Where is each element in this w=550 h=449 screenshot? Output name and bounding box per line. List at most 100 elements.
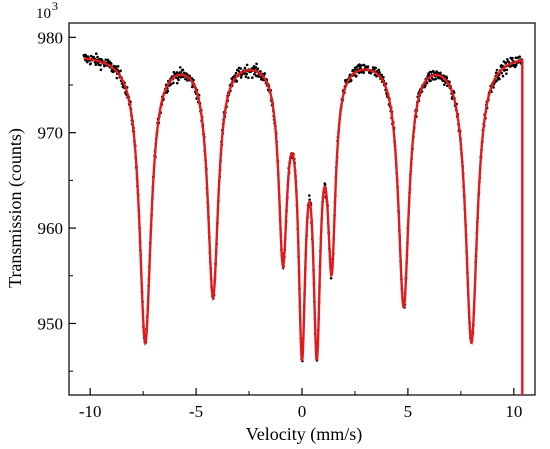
data-point	[178, 66, 182, 69]
data-point	[177, 78, 180, 82]
data-point	[169, 82, 173, 86]
data-point	[119, 69, 122, 73]
data-point	[179, 71, 182, 75]
data-point	[235, 79, 239, 83]
data-point	[427, 73, 431, 77]
data-point	[192, 78, 195, 82]
data-point	[96, 55, 99, 59]
data-point	[179, 76, 183, 79]
data-point	[181, 68, 185, 72]
data-point	[244, 75, 248, 78]
data-point	[429, 79, 432, 83]
data-point	[247, 76, 250, 80]
data-point	[94, 52, 98, 56]
data-point	[371, 66, 375, 69]
data-point	[518, 55, 522, 58]
data-point	[104, 58, 107, 62]
data-point	[85, 60, 89, 64]
data-point	[254, 65, 257, 69]
data-point	[166, 89, 170, 93]
x-tick-label: 10	[505, 402, 522, 421]
data-point	[498, 77, 501, 81]
plot-area	[68, 22, 536, 396]
data-point	[243, 66, 247, 70]
y-multiplier-exponent: 3	[52, 0, 58, 13]
y-tick-label: 950	[38, 314, 64, 333]
data-point	[109, 62, 113, 66]
data-point	[495, 68, 499, 72]
fit-curve	[83, 57, 524, 395]
data-point	[240, 73, 243, 77]
data-point	[245, 72, 248, 76]
data-point	[362, 71, 366, 74]
data-point	[366, 65, 370, 68]
x-axis-title: Velocity (mm/s)	[246, 424, 362, 445]
data-point	[355, 74, 358, 78]
data-point	[494, 71, 498, 75]
data-point	[172, 70, 176, 74]
data-point	[502, 60, 506, 63]
data-point	[442, 83, 446, 87]
data-point	[349, 78, 353, 82]
data-point	[514, 63, 518, 67]
y-multiplier-base: 10	[36, 6, 51, 22]
y-tick-label: 970	[38, 124, 64, 143]
data-point	[256, 67, 260, 71]
data-point	[441, 79, 445, 83]
data-point	[424, 84, 427, 87]
y-tick-label: 980	[38, 28, 64, 47]
data-point	[492, 86, 495, 89]
data-point	[257, 75, 261, 78]
data-point	[354, 68, 357, 71]
data-point	[362, 63, 366, 67]
data-point	[511, 56, 514, 60]
data-point	[359, 64, 363, 67]
data-point	[307, 194, 311, 197]
data-point	[115, 76, 119, 80]
data-point	[505, 68, 509, 72]
data-point	[380, 73, 384, 77]
data-point	[250, 76, 254, 79]
data-point	[504, 61, 508, 64]
data-point	[501, 64, 504, 68]
data-point	[89, 54, 93, 58]
y-axis-title: Transmission (counts)	[5, 128, 26, 288]
data-point	[439, 71, 442, 75]
data-point	[175, 81, 179, 85]
data-point	[253, 72, 256, 76]
data-point	[89, 62, 92, 65]
data-point	[94, 63, 98, 67]
data-point	[382, 75, 385, 79]
data-point	[184, 77, 187, 81]
y-tick-label: 960	[38, 219, 64, 238]
data-point	[434, 77, 438, 81]
data-point	[186, 79, 189, 82]
data-point	[261, 78, 265, 82]
data-point	[172, 81, 175, 85]
data-point	[116, 65, 120, 68]
data-point	[99, 68, 103, 72]
data-point	[237, 69, 240, 73]
x-tick-label: -10	[79, 402, 102, 421]
x-tick-label: 5	[404, 402, 413, 421]
data-point	[245, 63, 249, 67]
data-point	[432, 78, 435, 81]
data-point	[503, 68, 507, 72]
data-point	[234, 71, 238, 75]
data-point	[263, 72, 267, 75]
data-point	[239, 67, 242, 70]
data-point	[505, 72, 508, 75]
x-axis: -10 -5 0 5 10	[79, 388, 522, 421]
x-tick-label: 0	[298, 402, 307, 421]
x-tick-label: -5	[189, 402, 203, 421]
data-point	[255, 62, 258, 66]
data-point	[374, 66, 378, 70]
data-point	[239, 76, 243, 79]
data-point	[378, 70, 381, 74]
data-point	[501, 74, 505, 78]
data-point	[425, 81, 429, 85]
data-point	[190, 85, 194, 89]
data-point	[500, 71, 504, 75]
data-point	[505, 57, 509, 61]
